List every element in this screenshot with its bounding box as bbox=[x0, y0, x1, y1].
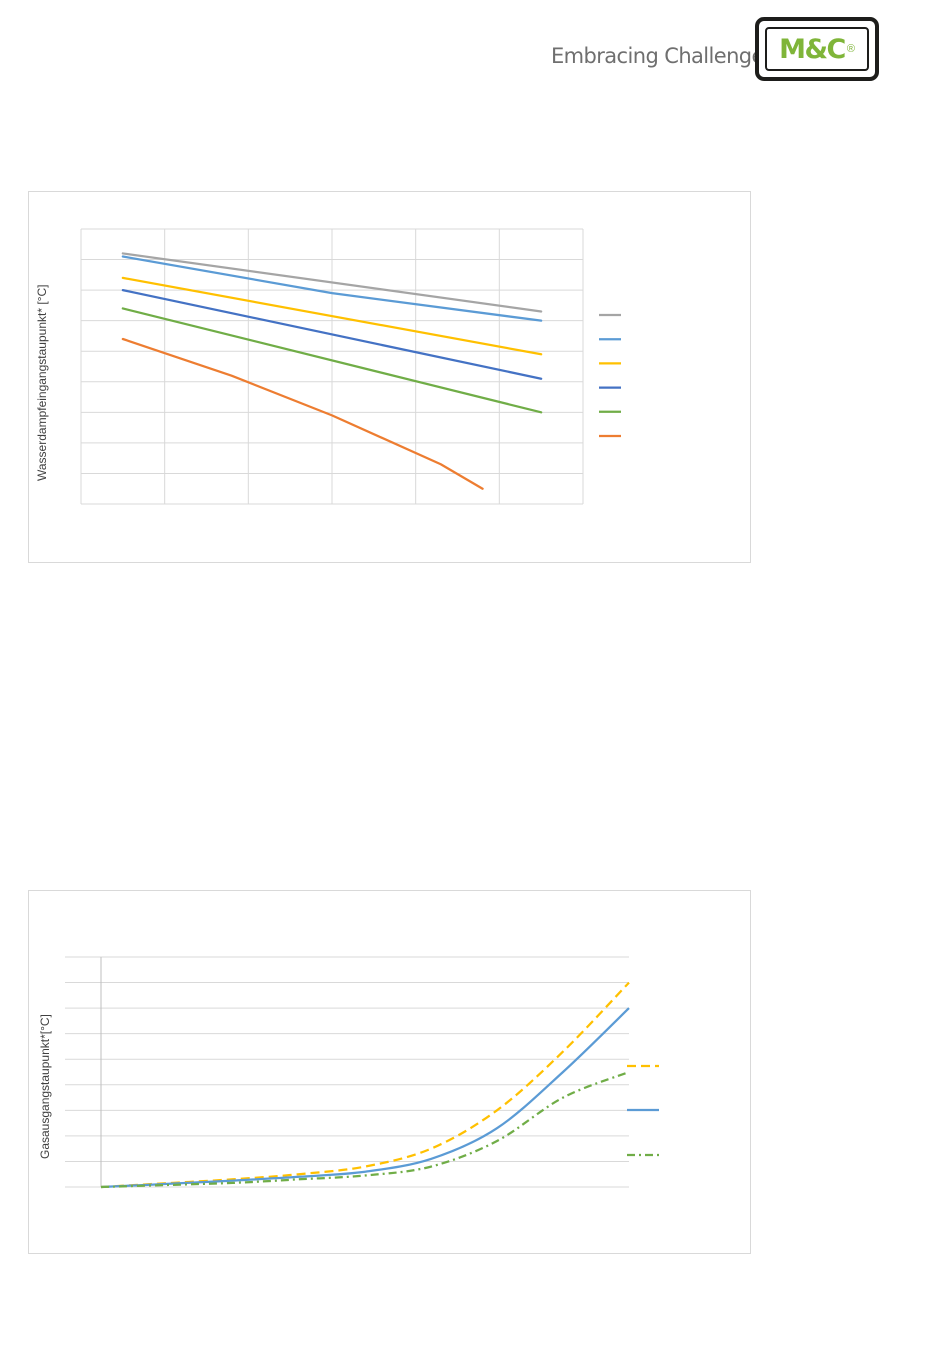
chart-1-series-line bbox=[121, 255, 543, 322]
chart-1-series-line bbox=[121, 288, 543, 380]
tagline: Embracing Challenge bbox=[551, 44, 764, 68]
logo-inner-border: M&C ® bbox=[765, 27, 869, 71]
chart-1-series-group bbox=[121, 252, 543, 490]
chart-1-gridlines bbox=[80, 228, 584, 505]
chart-2-legend bbox=[627, 1064, 659, 1157]
chart-2-series-line bbox=[100, 1070, 630, 1189]
chart-2-y-axis-label: Gasausgangstaupunkt*[°C] bbox=[38, 1014, 52, 1159]
chart-1-series-line bbox=[121, 307, 543, 414]
dew-point-chart-2: Gasausgangstaupunkt*[°C] bbox=[28, 890, 751, 1254]
chart-1-legend bbox=[599, 313, 621, 438]
company-logo: M&C ® bbox=[755, 17, 879, 81]
chart-2-series-line bbox=[100, 1007, 630, 1189]
logo-wordmark: M&C bbox=[779, 33, 846, 65]
chart-2-gridlines bbox=[65, 956, 629, 1188]
chart-1-series-line bbox=[121, 252, 543, 313]
chart-2-series-group bbox=[100, 981, 630, 1189]
registered-mark: ® bbox=[846, 43, 855, 55]
chart-2-svg bbox=[65, 956, 659, 1189]
chart-1-svg bbox=[80, 228, 621, 505]
chart-1-series-line bbox=[121, 276, 543, 356]
dew-point-chart-1: Wasserdampfeingangstaupunkt* [°C] bbox=[28, 191, 751, 563]
chart-1-series-line bbox=[121, 337, 484, 490]
chart-1-y-axis-label: Wasserdampfeingangstaupunkt* [°C] bbox=[35, 284, 49, 481]
